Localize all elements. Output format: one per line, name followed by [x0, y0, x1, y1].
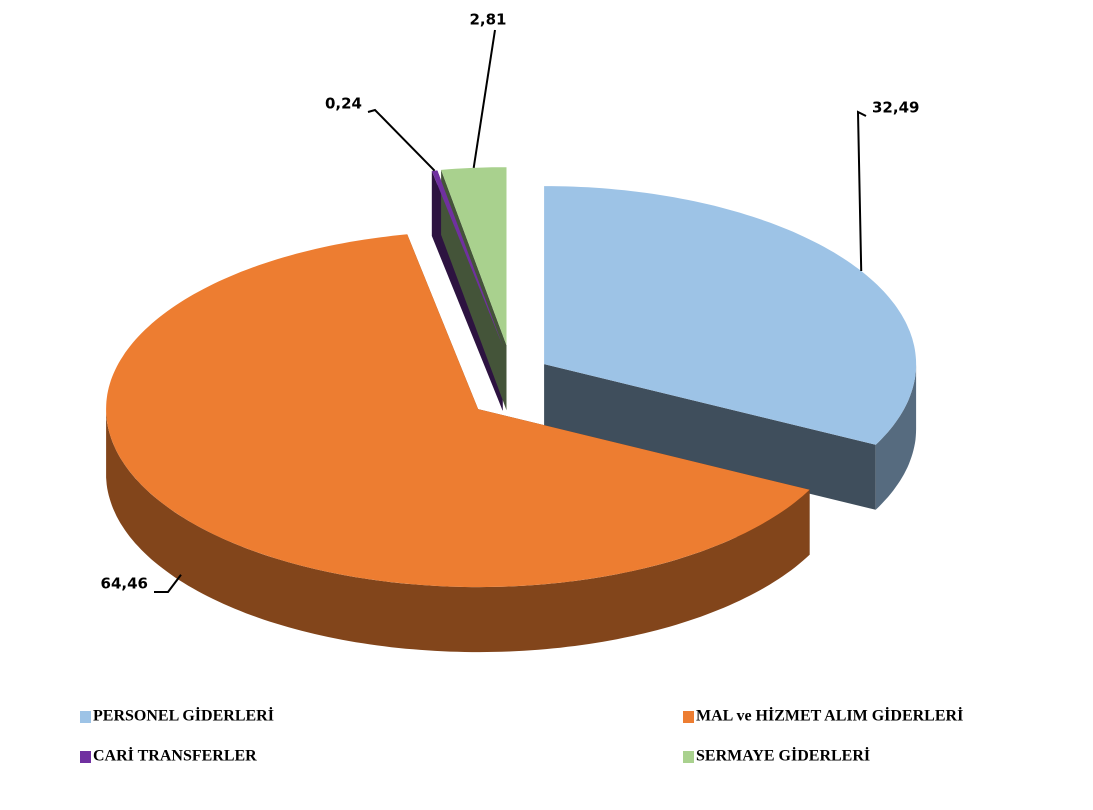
slice-side [106, 409, 810, 653]
legend-label: SERMAYE GİDERLERİ [696, 746, 870, 765]
data-label: 32,49 [872, 99, 919, 117]
slice-wall [544, 364, 876, 510]
legend: PERSONEL GİDERLERİ MAL ve HİZMET ALIM GİD… [80, 706, 963, 765]
legend-label: CARİ TRANSFERLER [93, 746, 257, 765]
legend-label: MAL ve HİZMET ALIM GİDERLERİ [696, 706, 963, 725]
slice [431, 170, 503, 346]
legend-swatch [683, 751, 694, 763]
legend-swatch [683, 711, 694, 723]
leader-line [856, 110, 867, 272]
slice [106, 234, 810, 588]
legend-label: PERSONEL GİDERLERİ [93, 706, 274, 725]
slice [441, 167, 507, 346]
labels: 32,49 64,46 0,24 2,81 [101, 11, 919, 593]
legend-swatch [80, 751, 91, 763]
pie-tops [106, 167, 917, 588]
data-label: 0,24 [325, 95, 362, 113]
legend-swatch [80, 711, 91, 723]
data-label: 2,81 [469, 11, 506, 29]
slice [544, 186, 917, 445]
leader-line [472, 29, 496, 169]
data-label: 64,46 [101, 575, 148, 593]
leader-line [154, 574, 182, 593]
slice-side [875, 364, 917, 510]
leader-line [367, 108, 436, 172]
